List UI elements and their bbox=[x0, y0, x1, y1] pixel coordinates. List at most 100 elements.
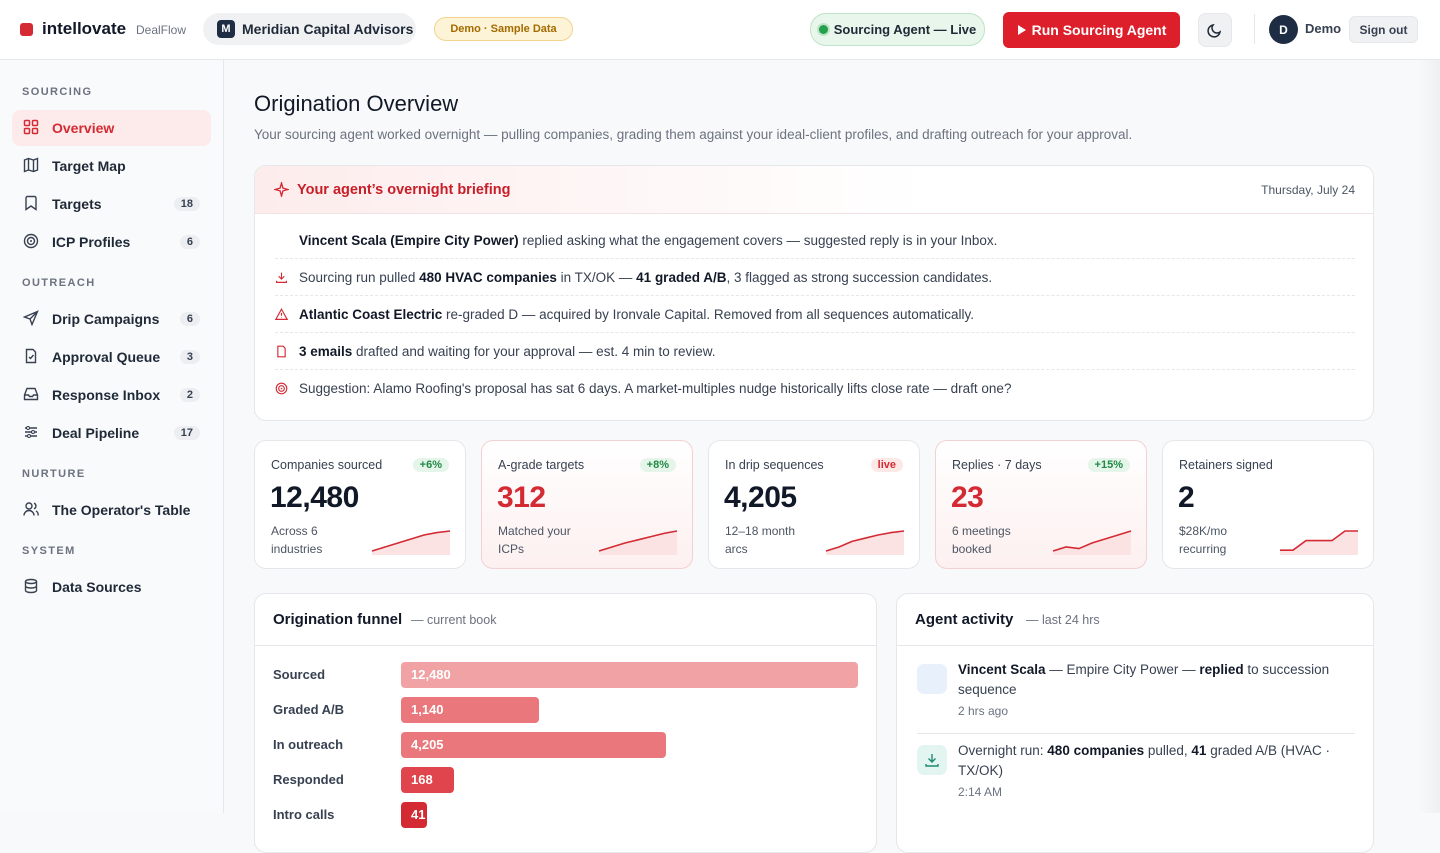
workspace-switcher[interactable]: M Meridian Capital Advisors bbox=[203, 13, 416, 45]
nav-item[interactable]: The Operator's Table bbox=[12, 492, 211, 528]
nav-label: Overview bbox=[52, 120, 115, 136]
sparkline bbox=[1280, 530, 1358, 555]
briefing-text-part: Sourcing run pulled bbox=[299, 269, 420, 285]
nav-item[interactable]: Deal Pipeline 17 bbox=[12, 415, 211, 451]
stat-value: 12,480 bbox=[270, 481, 359, 514]
product: DealFlow bbox=[136, 23, 187, 37]
funnel-subtitle: — current book bbox=[411, 613, 497, 627]
agent-status[interactable]: Sourcing Agent — Live bbox=[810, 13, 985, 46]
sparkline bbox=[825, 530, 905, 555]
nav-label: The Operator's Table bbox=[52, 502, 191, 518]
sparkle-icon bbox=[274, 182, 289, 197]
activity-card: Agent activity — last 24 hrs Vincent Sca… bbox=[896, 593, 1374, 853]
briefing-card: Your agent’s overnight briefing Thursday… bbox=[254, 165, 1374, 421]
nav-icon bbox=[23, 157, 39, 173]
stat-card[interactable]: A-grade targets +8% 312 Matched your ICPs bbox=[481, 440, 693, 569]
briefing-text-part: Suggestion: Alamo Roofing's proposal has… bbox=[299, 381, 1012, 396]
avatar[interactable]: D bbox=[1269, 15, 1298, 44]
stat-label: Companies sourced bbox=[271, 458, 383, 472]
sparkline-line bbox=[825, 530, 905, 552]
funnel-label: Intro calls bbox=[273, 807, 335, 822]
top-bar: intellovate DealFlow M Meridian Capital … bbox=[0, 0, 1440, 60]
briefing-icon bbox=[275, 234, 288, 247]
theme-toggle[interactable] bbox=[1198, 13, 1232, 47]
sign-out-button[interactable]: Sign out bbox=[1349, 16, 1418, 43]
briefing-text-part: 3 emails bbox=[299, 343, 353, 359]
briefing-text-part: re-graded D — acquired by Ironvale Capit… bbox=[442, 306, 975, 322]
nav-label: Drip Campaigns bbox=[52, 311, 160, 327]
briefing-text: Suggestion: Alamo Roofing's proposal has… bbox=[299, 381, 1011, 396]
briefing-item: Atlantic Coast Electric re-graded D — ac… bbox=[275, 296, 1355, 333]
nav-item[interactable]: Target Map bbox=[12, 148, 211, 184]
nav-item[interactable]: Response Inbox 2 bbox=[12, 377, 211, 413]
funnel-title: Origination funnel bbox=[273, 611, 403, 628]
nav-label: Approval Queue bbox=[52, 349, 161, 365]
activity-title: Agent activity bbox=[915, 611, 1014, 628]
briefing-header: Your agent’s overnight briefing Thursday… bbox=[255, 166, 1373, 214]
stat-badge: +15% bbox=[1087, 458, 1130, 472]
nav-item[interactable]: Targets 18 bbox=[12, 186, 211, 222]
stat-card[interactable]: Companies sourced +6% 12,480 Across 6 indus… bbox=[254, 440, 466, 569]
activity-text-part: Overnight run: bbox=[958, 743, 1048, 758]
funnel-bar: 168 bbox=[401, 767, 455, 793]
nav-count: 3 bbox=[179, 350, 200, 364]
nav-section-title: SOURCING bbox=[22, 86, 93, 98]
nav-item[interactable]: Approval Queue 3 bbox=[12, 339, 211, 375]
nav-icon bbox=[24, 578, 38, 594]
briefing-item: Sourcing run pulled 480 HVAC companies i… bbox=[275, 259, 1355, 296]
sparkline-area bbox=[599, 531, 677, 555]
page-subtitle: Your sourcing agent worked overnight — p… bbox=[254, 127, 1133, 142]
funnel-label: Responded bbox=[273, 772, 344, 787]
funnel-bar: 41 bbox=[401, 802, 428, 828]
briefing-text-part: Atlantic Coast Electric bbox=[299, 306, 443, 322]
stat-value: 23 bbox=[951, 481, 984, 514]
briefing-text-part: 41 graded A/B bbox=[636, 269, 727, 285]
activity-time: 2 hrs ago bbox=[958, 704, 1009, 718]
nav-icon bbox=[23, 387, 39, 401]
nav-icon bbox=[25, 426, 37, 438]
stat-label: Replies · 7 days bbox=[952, 458, 1042, 472]
activity-text-part: pulled, bbox=[1144, 743, 1192, 758]
nav-item[interactable]: Drip Campaigns 6 bbox=[12, 301, 211, 337]
brand[interactable]: intellovate bbox=[42, 19, 127, 38]
stat-card[interactable]: In drip sequences live 4,205 12–18 month ar… bbox=[708, 440, 920, 569]
nav-item[interactable]: ICP Profiles 6 bbox=[12, 224, 211, 260]
nav-item[interactable]: Data Sources bbox=[12, 569, 211, 605]
funnel-label: Graded A/B bbox=[273, 702, 345, 717]
activity-text-part: replied bbox=[1199, 662, 1244, 677]
nav-label: Response Inbox bbox=[52, 387, 161, 403]
briefing-item: Suggestion: Alamo Roofing's proposal has… bbox=[275, 370, 1355, 407]
stat-badge: +6% bbox=[412, 458, 449, 472]
activity-text-part: 480 companies bbox=[1047, 743, 1145, 758]
activity-text-part: Vincent Scala bbox=[958, 662, 1046, 677]
activity-text-part: graded A/B (HVAC · TX/OK) bbox=[958, 743, 1334, 778]
run-button-label: Run Sourcing Agent bbox=[1031, 22, 1167, 38]
funnel-bar: 1,140 bbox=[401, 697, 540, 723]
nav-label: Targets bbox=[52, 196, 102, 212]
workspace-initial: M bbox=[217, 20, 235, 38]
nav-icon bbox=[23, 310, 39, 326]
sparkline-area bbox=[1280, 531, 1358, 555]
stat-card[interactable]: Replies · 7 days +15% 23 6 meetings booked bbox=[935, 440, 1147, 569]
activity-text-part: 41 bbox=[1191, 743, 1207, 758]
briefing-text: Atlantic Coast Electric re-graded D — ac… bbox=[299, 307, 974, 322]
nav-item[interactable]: Overview bbox=[12, 110, 211, 146]
logo-mark bbox=[20, 23, 33, 36]
briefing-icon bbox=[275, 382, 288, 395]
nav-count: 6 bbox=[179, 312, 200, 326]
briefing-text: Sourcing run pulled 480 HVAC companies i… bbox=[299, 270, 992, 285]
funnel-header: Origination funnel — current book bbox=[255, 594, 876, 646]
sparkline-line bbox=[1280, 530, 1358, 552]
briefing-icon bbox=[275, 308, 288, 320]
stat-note: $28K/mo recurring bbox=[1179, 524, 1228, 556]
workspace-name: Meridian Capital Advisors bbox=[242, 21, 414, 37]
briefing-text: Vincent Scala (Empire City Power) replie… bbox=[299, 233, 997, 248]
stat-card[interactable]: Retainers signed 2 $28K/mo recurring bbox=[1162, 440, 1374, 569]
run-agent-button[interactable]: Run Sourcing Agent bbox=[1003, 12, 1180, 48]
briefing-text-part: 480 HVAC companies bbox=[419, 269, 557, 285]
funnel-label: Sourced bbox=[273, 667, 326, 682]
stat-note: 12–18 month arcs bbox=[725, 524, 796, 556]
activity-icon bbox=[917, 664, 947, 694]
stat-label: In drip sequences bbox=[725, 458, 824, 472]
